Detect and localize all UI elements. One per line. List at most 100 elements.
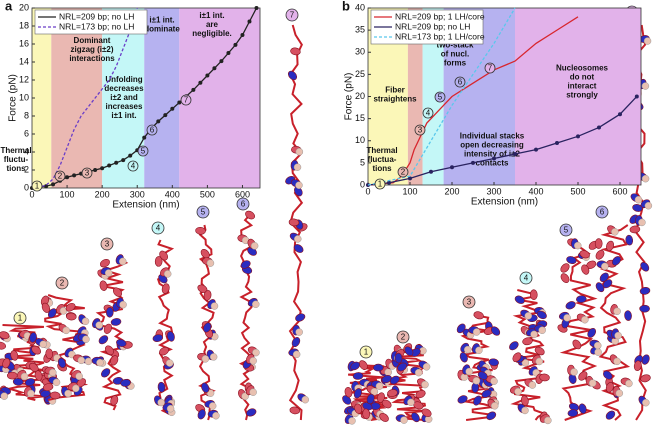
stage-label: 6 bbox=[600, 208, 605, 217]
nucleosome bbox=[166, 331, 175, 342]
histone bbox=[82, 335, 90, 343]
histone bbox=[249, 388, 257, 396]
stage-label: 7 bbox=[290, 11, 295, 20]
nucleosome bbox=[534, 346, 545, 356]
stage-marker bbox=[285, 8, 299, 22]
nucleosome bbox=[625, 234, 634, 246]
histone bbox=[535, 357, 544, 366]
histone bbox=[400, 416, 408, 424]
nucleosome bbox=[529, 289, 538, 301]
fiber-model bbox=[557, 238, 602, 421]
histone bbox=[634, 195, 643, 204]
annotation: i±1 int. bbox=[111, 111, 136, 120]
stage-label: 2 bbox=[401, 168, 406, 177]
histone bbox=[594, 348, 602, 356]
nucleosome bbox=[486, 411, 497, 421]
histone bbox=[613, 307, 621, 316]
x-tick-label: 300 bbox=[486, 186, 501, 196]
nucleosome bbox=[99, 258, 110, 268]
nucleosome bbox=[578, 403, 587, 414]
nucleosome bbox=[606, 240, 615, 252]
histone bbox=[104, 269, 113, 277]
data-point bbox=[450, 165, 454, 170]
histone bbox=[96, 358, 104, 367]
y-tick-label: 10 bbox=[355, 135, 365, 145]
nucleosome bbox=[481, 389, 492, 398]
fiber-linker bbox=[238, 214, 255, 421]
nucleosome bbox=[31, 345, 41, 355]
histone bbox=[644, 201, 653, 210]
nucleosome bbox=[457, 395, 468, 404]
y-tick-label: 25 bbox=[355, 69, 365, 79]
data-point bbox=[65, 175, 70, 180]
data-point bbox=[163, 113, 168, 118]
nucleosome bbox=[293, 244, 304, 253]
nucleosome bbox=[536, 310, 547, 320]
nucleosome bbox=[605, 410, 616, 420]
annotation: do not bbox=[570, 73, 595, 82]
fiber-linker bbox=[388, 347, 427, 421]
stage-label: 7 bbox=[488, 64, 493, 73]
nucleosome bbox=[389, 375, 400, 385]
y-tick-label: 18 bbox=[19, 20, 29, 30]
stage-label: 5 bbox=[438, 93, 443, 102]
annotation: of nucl. bbox=[441, 50, 469, 59]
histone bbox=[210, 302, 219, 310]
y-tick-label: 14 bbox=[19, 56, 29, 66]
histone bbox=[241, 392, 249, 400]
annotation: Unfolding bbox=[105, 75, 142, 84]
histone bbox=[292, 350, 301, 359]
stage-marker bbox=[359, 345, 373, 359]
nucleosome bbox=[159, 250, 169, 261]
annotation: fluctua- bbox=[368, 155, 397, 164]
nucleosome bbox=[342, 395, 352, 405]
panel-label: a bbox=[5, 0, 13, 13]
nucleosome bbox=[24, 378, 36, 387]
data-point bbox=[513, 152, 517, 157]
annotation: intensity of i±2 bbox=[464, 150, 521, 159]
histone bbox=[294, 235, 302, 243]
nucleosome bbox=[572, 339, 582, 350]
annotation: Individual stacks bbox=[460, 132, 525, 141]
nucleosome bbox=[161, 283, 170, 294]
histone bbox=[209, 353, 218, 361]
nucleosome bbox=[605, 382, 614, 393]
histone bbox=[293, 163, 302, 171]
nucleosome bbox=[640, 261, 650, 272]
y-axis-title: Force (pN) bbox=[8, 74, 19, 122]
histone bbox=[422, 363, 431, 371]
nucleosome bbox=[98, 335, 109, 345]
nucleosome bbox=[509, 341, 519, 351]
nucleosome bbox=[288, 218, 300, 227]
annotation: interactions bbox=[69, 54, 115, 63]
legend-label: NRL=209 bp; no LH bbox=[395, 21, 470, 31]
nucleosome bbox=[459, 352, 468, 363]
histone bbox=[407, 398, 415, 407]
stage-label: 5 bbox=[141, 147, 146, 156]
histone bbox=[611, 228, 619, 236]
histone bbox=[530, 330, 538, 339]
annotation: decreases bbox=[104, 84, 144, 93]
stage-label: 4 bbox=[131, 162, 136, 171]
y-tick-label: 20 bbox=[19, 2, 29, 12]
data-point bbox=[408, 176, 412, 181]
nucleosome bbox=[29, 332, 37, 343]
y-tick-label: 4 bbox=[24, 146, 29, 156]
nucleosome bbox=[520, 395, 529, 406]
nucleosome bbox=[152, 334, 164, 342]
data-point bbox=[212, 66, 217, 71]
histone bbox=[613, 357, 621, 366]
fiber-model bbox=[509, 289, 552, 425]
y-tick-label: 8 bbox=[24, 110, 29, 120]
annotation: i±1 int. bbox=[199, 11, 224, 20]
stage-marker bbox=[151, 221, 165, 235]
x-tick-label: 400 bbox=[165, 189, 180, 199]
fiber-model bbox=[456, 311, 501, 421]
nucleosome bbox=[579, 250, 590, 259]
data-point bbox=[634, 94, 639, 99]
histone bbox=[581, 315, 589, 324]
data-point bbox=[233, 42, 238, 47]
stage-marker bbox=[462, 295, 476, 309]
region-band bbox=[144, 8, 180, 188]
histone bbox=[165, 359, 174, 367]
